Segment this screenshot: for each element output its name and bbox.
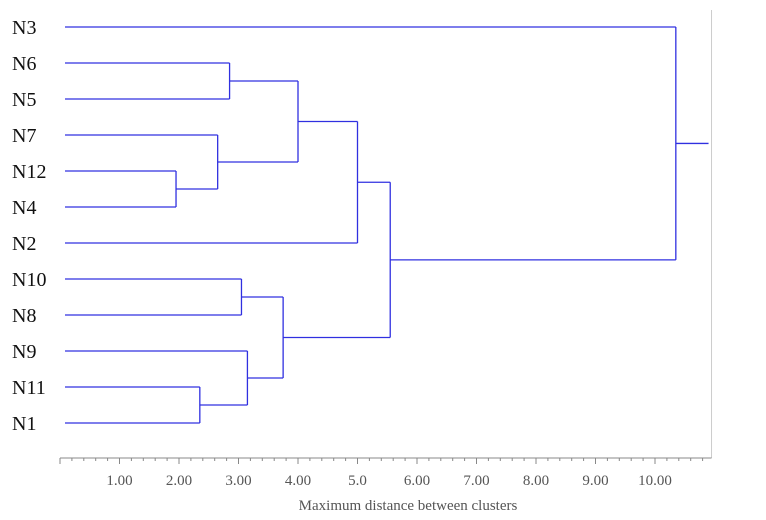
leaf-label-n8: N8 [12, 305, 36, 327]
x-tick-label: 9.00 [582, 473, 608, 489]
x-tick-label: 5.0 [348, 473, 367, 489]
x-tick-label: 1.00 [106, 473, 132, 489]
x-tick-label: 7.00 [463, 473, 489, 489]
x-tick-label: 8.00 [523, 473, 549, 489]
x-tick-label: 4.00 [285, 473, 311, 489]
x-axis: 1.00 2.00 3.00 4.00 5.0 6.00 7.00 8.00 9.00 10.00 [59, 10, 713, 489]
leaf-label-n2: N2 [12, 233, 36, 255]
leaf-label-n5: N5 [12, 89, 36, 111]
leaf-label-n1: N1 [12, 413, 36, 435]
x-tick-label: 6.00 [404, 473, 430, 489]
leaf-label-n10: N10 [12, 269, 46, 291]
leaf-label-n6: N6 [12, 53, 36, 75]
leaf-label-n12: N12 [12, 161, 46, 183]
leaf-label-n7: N7 [12, 125, 36, 147]
x-tick-label: 10.00 [638, 473, 672, 489]
leaf-labels: N3 N6 N5 N7 N12 N4 N2 N10 N8 N9 N11 N1 [12, 17, 46, 435]
leaf-label-n11: N11 [12, 377, 46, 399]
leaf-label-n9: N9 [12, 341, 36, 363]
leaf-label-n3: N3 [12, 17, 36, 39]
x-tick-label: 2.00 [166, 473, 192, 489]
x-axis-title: Maximum distance between clusters [299, 498, 518, 514]
leaf-label-n4: N4 [12, 197, 36, 219]
dendrogram-links [65, 26, 709, 424]
x-tick-label: 3.00 [225, 473, 251, 489]
